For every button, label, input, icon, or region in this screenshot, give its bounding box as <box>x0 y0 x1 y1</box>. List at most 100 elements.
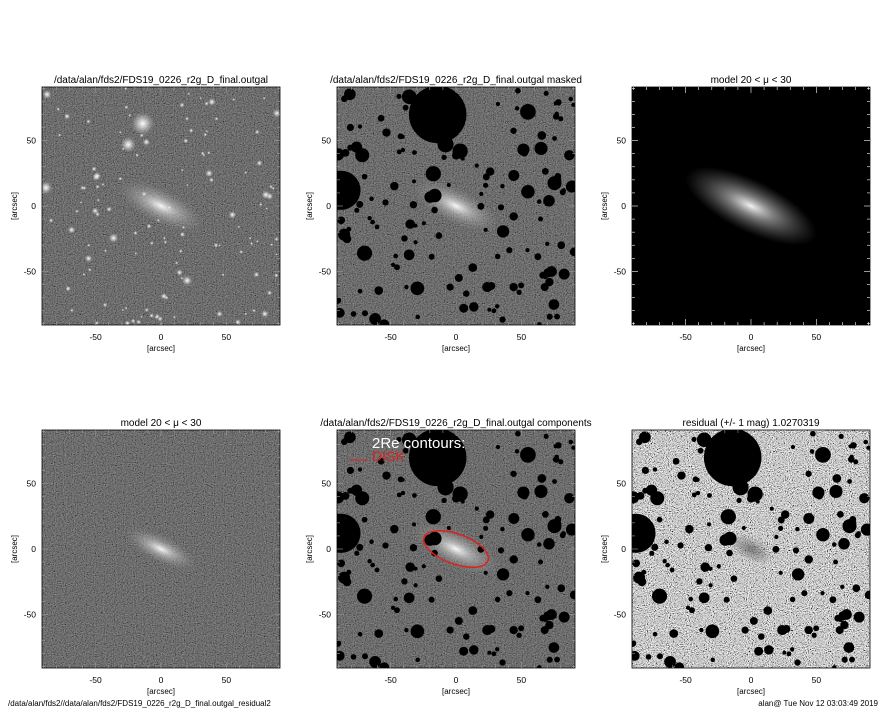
mask <box>747 486 763 502</box>
mask <box>790 444 796 450</box>
mask <box>382 199 389 206</box>
mask <box>537 474 547 483</box>
star <box>106 206 112 213</box>
mask <box>403 592 415 604</box>
mask <box>494 596 501 603</box>
mask <box>764 645 774 655</box>
mask <box>813 625 820 632</box>
star <box>130 111 155 136</box>
star <box>121 308 125 312</box>
star <box>48 218 54 223</box>
mask <box>540 283 549 292</box>
star <box>92 171 102 181</box>
mask <box>853 611 865 623</box>
panel-residual: -50 -50 0 0 50 50 residual (+/- 1 mag) 1.02703… <box>600 418 871 696</box>
mask <box>520 104 536 120</box>
star <box>179 102 185 108</box>
mask <box>554 516 562 523</box>
star <box>266 290 273 296</box>
mask <box>347 530 354 536</box>
mask <box>708 566 713 571</box>
mask <box>772 545 780 553</box>
mask <box>520 149 529 157</box>
star <box>248 236 252 240</box>
mask <box>357 248 364 255</box>
y-tick-label: 0 <box>31 544 36 554</box>
mask <box>401 432 417 448</box>
mask <box>402 104 409 111</box>
star <box>178 249 183 254</box>
star <box>75 209 79 214</box>
mask <box>543 195 555 207</box>
mask <box>487 650 492 655</box>
mask <box>718 462 726 471</box>
mask <box>553 444 558 449</box>
mask <box>803 513 815 525</box>
mask <box>652 631 658 637</box>
mask <box>477 202 485 210</box>
mask <box>341 95 348 103</box>
mask <box>351 142 360 151</box>
y-axis-label: [arcsec] <box>305 535 314 563</box>
mask <box>534 141 548 155</box>
mask <box>377 457 385 465</box>
star <box>160 292 168 300</box>
star <box>156 218 160 223</box>
mask <box>804 625 813 635</box>
mask <box>338 571 351 584</box>
mask <box>832 665 837 668</box>
mask <box>636 438 643 446</box>
y-tick-label: 0 <box>621 201 626 211</box>
star <box>239 249 244 254</box>
mask <box>782 650 787 655</box>
mask <box>820 591 825 596</box>
star <box>255 240 259 243</box>
mask <box>548 642 560 653</box>
mask <box>454 273 463 282</box>
mask <box>652 591 659 598</box>
mask <box>685 524 694 534</box>
mask <box>369 196 374 202</box>
mask <box>408 87 467 144</box>
galaxy <box>124 527 198 571</box>
y-tick-label: -50 <box>319 266 332 276</box>
mask <box>689 607 695 614</box>
mask <box>723 596 730 603</box>
mask <box>554 313 561 320</box>
star <box>139 133 144 138</box>
mask <box>396 93 402 99</box>
mask <box>346 226 352 232</box>
x-axis-label: [arcsec] <box>147 344 175 353</box>
mask <box>510 470 517 477</box>
star <box>219 87 223 89</box>
footer-timestamp: alan@ Tue Nov 12 03:03:49 2019 <box>758 699 878 708</box>
mask <box>469 645 479 655</box>
x-tick-label: 50 <box>222 675 232 685</box>
star <box>42 181 53 195</box>
mask <box>491 651 497 657</box>
mask <box>703 430 762 487</box>
mask <box>459 646 469 656</box>
mask <box>405 219 415 229</box>
mask <box>669 629 679 638</box>
mask <box>777 516 785 524</box>
mask <box>393 253 399 259</box>
star <box>252 308 256 313</box>
mask <box>354 550 360 556</box>
mask <box>499 573 505 579</box>
mask <box>485 510 495 519</box>
mask <box>412 150 417 155</box>
mask <box>463 633 470 640</box>
mask <box>374 224 380 230</box>
mask <box>565 523 575 536</box>
mask <box>390 524 399 534</box>
mask <box>506 247 513 254</box>
star <box>140 315 143 318</box>
mask <box>537 131 547 140</box>
star <box>101 182 105 187</box>
mask <box>569 247 575 257</box>
mask <box>361 173 368 180</box>
star <box>135 153 139 158</box>
mask <box>540 626 549 635</box>
mask <box>700 562 710 572</box>
